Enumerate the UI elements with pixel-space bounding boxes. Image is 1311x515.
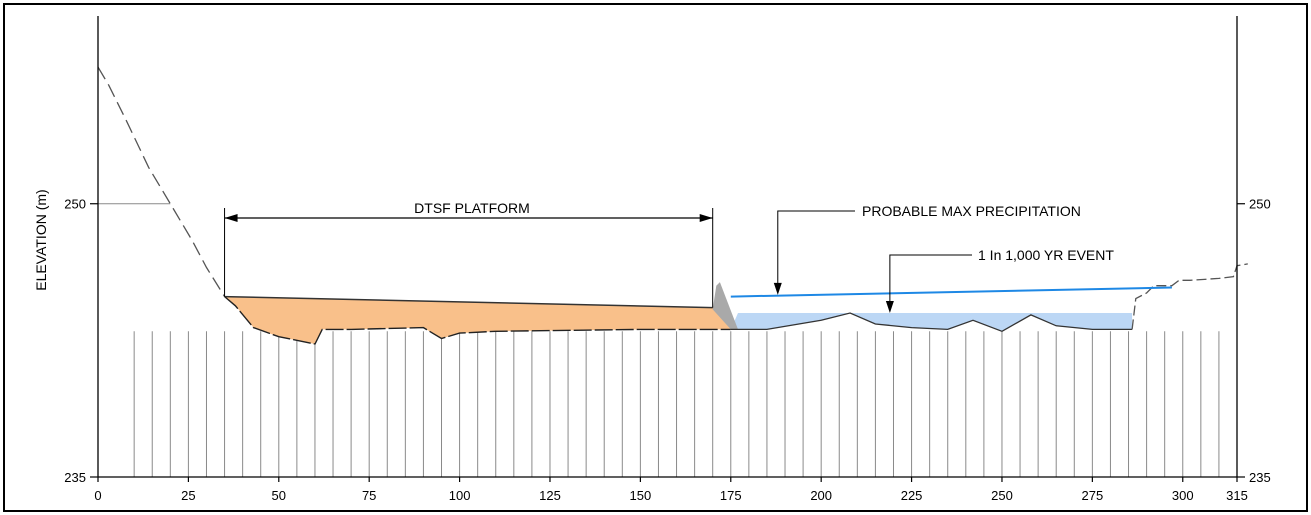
existing-ground-line [97,66,226,297]
x-tick-label: 225 [901,488,923,503]
x-tick-label: 250 [991,488,1013,503]
platform-area [224,296,731,344]
profile-lines [97,66,1248,345]
dimension-arrow-left [224,214,238,222]
x-tick-label: 100 [449,488,471,503]
event-leader-line [889,254,972,304]
y-tick-label-left: 250 [64,197,86,212]
x-tick-label: 275 [1082,488,1104,503]
x-tick-label: 0 [94,488,101,503]
platform-base-line [224,296,731,345]
x-tick-label: 125 [539,488,561,503]
outer-frame [3,3,1308,512]
x-tick-label: 50 [272,488,286,503]
annotations: DTSF PLATFORM PROBABLE MAX PRECIPITATION… [33,189,1114,314]
dam-embankment [712,282,738,330]
x-tick-label: 175 [720,488,742,503]
platform-surface-line [224,295,713,309]
y-tick-label-right: 250 [1249,197,1271,212]
event-arrowhead [885,301,894,314]
y-axis-label: ELEVATION (m) [33,189,49,290]
pmp-label: PROBABLE MAX PRECIPITATION [862,203,1081,219]
right-bank-line [1131,263,1248,330]
pmp-water-line [730,286,1172,298]
pmp-arrowhead [773,282,782,295]
x-tick-label: 75 [362,488,376,503]
dimension-arrow-right [699,214,713,222]
event-label: 1 In 1,000 YR EVENT [978,247,1114,263]
x-tick-label: 315 [1226,488,1248,503]
x-tick-label: 25 [181,488,195,503]
y-tick-label-left: 235 [64,470,86,485]
platform-label: DTSF PLATFORM [414,200,530,216]
axes: 250 235 250 235 0 25 50 75 100 125 150 175 200 225 250… [64,16,1271,503]
pmp-leader-line [777,210,855,285]
y-tick-label-right: 235 [1249,470,1271,485]
vertical-grid [98,203,1220,477]
x-tick-label: 300 [1172,488,1194,503]
x-tick-label: 150 [630,488,652,503]
reservoir-floor-line [730,312,1133,333]
x-tick-label: 200 [810,488,832,503]
